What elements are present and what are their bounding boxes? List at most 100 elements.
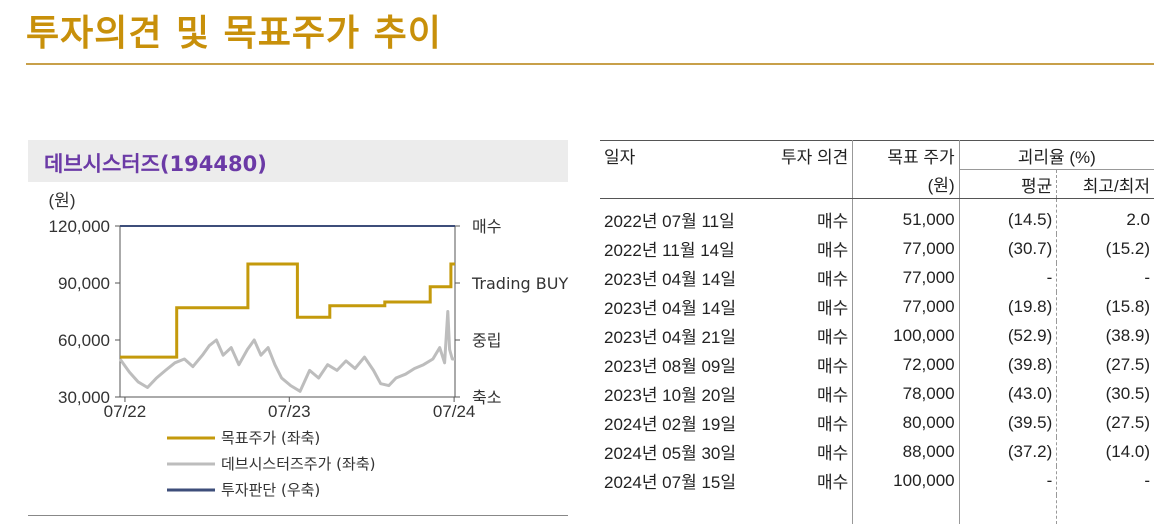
right-tick-label: Trading BUY — [471, 274, 568, 293]
header-avg: 평균 — [959, 169, 1058, 199]
cell-date: 2023년 10월 20일 — [604, 386, 737, 405]
cell-target: 78,000 — [852, 379, 960, 408]
header-opinion-blank — [763, 169, 854, 199]
filler-cell — [959, 495, 1058, 524]
cell-opinion: 매수 — [763, 321, 854, 350]
cell-target: 77,000 — [852, 263, 960, 292]
header-date: 일자 — [600, 140, 764, 170]
cell-target: 88,000 — [852, 437, 960, 466]
cell-opinion: 매수 — [763, 437, 854, 466]
cell-avg: (14.5) — [959, 198, 1058, 234]
title-rule — [26, 63, 1154, 65]
y-tick-label: 120,000 — [49, 217, 110, 236]
cell-opinion: 매수 — [763, 292, 854, 321]
right-tick-label: 매수 — [472, 217, 501, 236]
cell-date: 2023년 04월 14일 — [604, 270, 737, 289]
cell-hilo: (38.9) — [1105, 325, 1150, 345]
cell-opinion: 매수 — [763, 198, 854, 234]
cell-hilo: 2.0 — [1126, 209, 1150, 229]
cell-target: 51,000 — [852, 198, 960, 234]
header-premium: 괴리율 (%) — [959, 140, 1154, 170]
cell-hilo: (27.5) — [1105, 412, 1150, 432]
cell-date: 2022년 07월 11일 — [604, 212, 735, 231]
cell-date: 2024년 02월 19일 — [604, 415, 737, 434]
cell-avg: (39.8) — [959, 350, 1058, 379]
cell-opinion: 매수 — [763, 379, 854, 408]
filler-cell — [852, 495, 960, 524]
filler-cell — [600, 495, 763, 524]
cell-avg: - — [959, 263, 1058, 292]
legend-label: 데브시스터즈주가 (좌축) — [221, 455, 375, 473]
table-filler-row — [600, 495, 1154, 524]
cell-avg: (37.2) — [959, 437, 1058, 466]
table-row: 2024년 05월 30일 매수 88,000 (37.2) (14.0) — [600, 437, 1154, 466]
header-date-blank — [600, 169, 764, 199]
cell-avg: (39.5) — [959, 408, 1058, 437]
cell-target: 77,000 — [852, 292, 960, 321]
cell-hilo: (15.2) — [1105, 238, 1150, 258]
cell-date: 2023년 04월 21일 — [604, 328, 737, 347]
filler-cell — [763, 495, 854, 524]
cell-opinion: 매수 — [763, 350, 854, 379]
table-row: 2023년 10월 20일 매수 78,000 (43.0) (30.5) — [600, 379, 1154, 408]
table-row: 2024년 02월 19일 매수 80,000 (39.5) (27.5) — [600, 408, 1154, 437]
cell-opinion: 매수 — [763, 408, 854, 437]
cell-target: 77,000 — [852, 234, 960, 263]
cell-target: 80,000 — [852, 408, 960, 437]
chart-bottom-rule — [28, 515, 568, 516]
price-target-chart: (원) 120,000 90,000 60,000 30,000 매수 Trading BU… — [49, 191, 569, 499]
y-axis-unit: (원) — [49, 191, 76, 210]
filler-cell — [1057, 495, 1154, 524]
page-title: 투자의견 및 목표주가 추이 — [26, 13, 442, 54]
cell-hilo: (30.5) — [1105, 383, 1150, 403]
cell-hilo: (15.8) — [1105, 296, 1150, 316]
x-tick-label: 07/22 — [104, 402, 147, 421]
cell-avg: (43.0) — [959, 379, 1058, 408]
target-price-series-line — [120, 262, 455, 359]
legend-label: 투자판단 (우축) — [221, 481, 320, 499]
table-row: 2023년 08월 09일 매수 72,000 (39.8) (27.5) — [600, 350, 1154, 379]
cell-target: 100,000 — [852, 321, 960, 350]
table-row: 2023년 04월 14일 매수 77,000- - — [600, 263, 1154, 292]
right-tick-label: 축소 — [472, 388, 501, 407]
cell-date: 2024년 07월 15일 — [604, 473, 737, 492]
stock-price-series-line — [118, 310, 455, 393]
cell-opinion: 매수 — [763, 263, 854, 292]
cell-target: 72,000 — [852, 350, 960, 379]
header-opinion: 투자 의견 — [763, 140, 854, 170]
cell-avg: (19.8) — [959, 292, 1058, 321]
chart-company-title: 데브시스터즈(194480) — [44, 152, 267, 176]
cell-hilo: (27.5) — [1105, 354, 1150, 374]
right-tick-label: 중립 — [472, 331, 501, 350]
table-row: 2022년 11월 14일 매수 77,000 (30.7) (15.2) — [600, 234, 1154, 263]
x-tick-label: 07/23 — [268, 402, 311, 421]
y-tick-label: 60,000 — [58, 331, 110, 350]
table-header-row: 일자 투자 의견 목표 주가 괴리율 (%) — [600, 140, 1154, 170]
cell-date: 2023년 04월 14일 — [604, 299, 737, 318]
cell-date: 2023년 08월 09일 — [604, 357, 737, 376]
cell-hilo: - — [1144, 267, 1150, 287]
table-row: 2022년 07월 11일 매수 51,000 (14.5) 2.0 — [600, 198, 1154, 234]
cell-avg: (30.7) — [959, 234, 1058, 263]
cell-opinion: 매수 — [763, 466, 854, 495]
table-row: 2023년 04월 14일 매수 77,000 (19.8) (15.8) — [600, 292, 1154, 321]
cell-avg: - — [959, 466, 1058, 495]
cell-opinion: 매수 — [763, 234, 854, 263]
cell-hilo: - — [1144, 470, 1150, 490]
cell-date: 2022년 11월 14일 — [604, 241, 735, 260]
y-tick-label: 90,000 — [58, 274, 110, 293]
opinion-table: 일자 투자 의견 목표 주가 괴리율 (%) (원) 평균 최고/최저 2022… — [600, 140, 1154, 524]
y-tick-label: 30,000 — [58, 388, 110, 407]
legend-label: 목표주가 (좌축) — [221, 429, 320, 447]
table-body: 2022년 07월 11일 매수 51,000 (14.5) 2.0 2022년 11월 … — [600, 198, 1154, 524]
x-tick-label: 07/24 — [433, 402, 476, 421]
chart-header: 데브시스터즈(194480) — [28, 140, 568, 182]
cell-hilo: (14.0) — [1105, 441, 1150, 461]
cell-target: 100,000 — [852, 466, 960, 495]
cell-date: 2024년 05월 30일 — [604, 444, 737, 463]
header-hilo: 최고/최저 — [1056, 169, 1154, 199]
cell-avg: (52.9) — [959, 321, 1058, 350]
header-target-unit: (원) — [852, 169, 960, 199]
table-row: 2024년 07월 15일 매수 100,000- - — [600, 466, 1154, 495]
table-subheader-row: (원) 평균 최고/최저 — [600, 169, 1154, 199]
